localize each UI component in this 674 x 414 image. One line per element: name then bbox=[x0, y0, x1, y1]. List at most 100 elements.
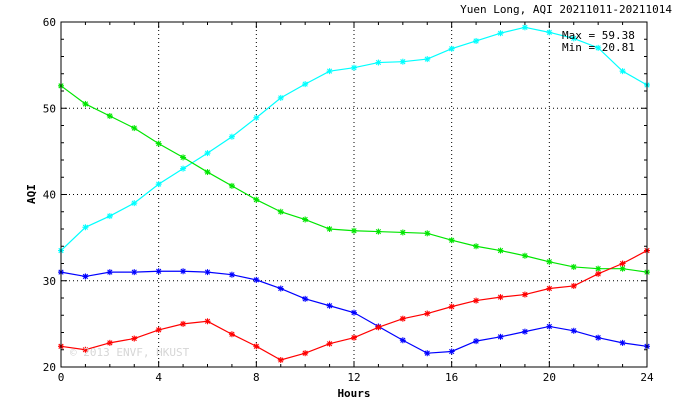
series-1 bbox=[58, 82, 650, 276]
data-point bbox=[180, 268, 187, 275]
data-point bbox=[204, 318, 211, 325]
chart-title: Yuen Long, AQI 20211011-20211014 bbox=[460, 3, 672, 16]
data-point bbox=[570, 35, 577, 42]
watermark-text: © 2013 ENVF, HKUST bbox=[70, 346, 190, 359]
y-tick-label: 40 bbox=[43, 189, 56, 202]
x-tick-label: 0 bbox=[58, 371, 65, 384]
data-point bbox=[570, 282, 577, 289]
data-point bbox=[253, 114, 260, 121]
data-point bbox=[619, 265, 626, 272]
data-point bbox=[180, 320, 187, 327]
y-tick-label: 30 bbox=[43, 275, 56, 288]
data-point bbox=[595, 265, 602, 272]
data-point bbox=[228, 271, 235, 278]
x-tick-label: 20 bbox=[543, 371, 556, 384]
data-point bbox=[595, 270, 602, 277]
data-point bbox=[473, 297, 480, 304]
data-point bbox=[82, 346, 89, 353]
series-2 bbox=[58, 268, 650, 357]
ticks: 0 4 8 12 16 20 24 20 30 40 50 60 bbox=[43, 16, 654, 384]
data-point bbox=[375, 324, 382, 331]
data-point bbox=[204, 269, 211, 276]
grid bbox=[61, 22, 647, 367]
data-point bbox=[131, 125, 138, 132]
data-point bbox=[302, 295, 309, 302]
data-point bbox=[448, 237, 455, 244]
data-point bbox=[375, 228, 382, 235]
data-point bbox=[399, 58, 406, 65]
data-point bbox=[351, 309, 357, 316]
data-point bbox=[106, 339, 113, 346]
data-point bbox=[424, 350, 431, 357]
data-point bbox=[180, 154, 187, 161]
y-tick-label: 50 bbox=[43, 102, 56, 115]
data-point bbox=[546, 29, 553, 36]
data-point bbox=[204, 169, 211, 176]
data-point bbox=[399, 315, 406, 322]
data-point bbox=[448, 348, 455, 355]
data-point bbox=[399, 337, 406, 344]
data-point bbox=[424, 56, 431, 63]
data-point bbox=[424, 230, 431, 237]
data-point bbox=[326, 68, 333, 75]
data-point bbox=[326, 302, 333, 309]
data-point bbox=[521, 291, 528, 298]
data-point bbox=[131, 269, 138, 276]
data-point bbox=[448, 303, 455, 310]
data-point bbox=[155, 326, 162, 333]
data-point bbox=[326, 226, 333, 232]
data-point bbox=[497, 333, 504, 340]
x-tick-label: 24 bbox=[640, 371, 654, 384]
data-point bbox=[473, 37, 480, 44]
data-point bbox=[375, 59, 382, 66]
data-point bbox=[155, 181, 162, 188]
series-3 bbox=[58, 247, 650, 364]
data-point bbox=[326, 340, 333, 347]
data-point bbox=[106, 113, 113, 120]
data-point bbox=[351, 334, 357, 341]
data-point bbox=[277, 208, 284, 215]
data-point bbox=[619, 339, 626, 346]
data-point bbox=[277, 94, 284, 101]
data-point bbox=[180, 165, 187, 172]
data-point bbox=[155, 140, 162, 147]
data-point bbox=[424, 310, 431, 317]
y-axis-title: AQI bbox=[25, 184, 38, 204]
data-point bbox=[473, 338, 480, 345]
x-axis-title: Hours bbox=[337, 387, 370, 400]
x-tick-label: 16 bbox=[445, 371, 458, 384]
data-point bbox=[497, 294, 504, 301]
data-point bbox=[619, 68, 626, 75]
data-point bbox=[277, 285, 284, 292]
data-point bbox=[399, 229, 406, 236]
data-point bbox=[131, 200, 138, 207]
data-point bbox=[82, 273, 89, 280]
data-point bbox=[131, 335, 138, 342]
min-label: Min = 20.81 bbox=[562, 41, 635, 54]
data-point bbox=[619, 260, 626, 267]
data-point bbox=[595, 334, 602, 341]
y-tick-label: 20 bbox=[43, 361, 56, 374]
data-point bbox=[253, 196, 260, 203]
y-tick-label: 60 bbox=[43, 16, 56, 29]
data-point bbox=[82, 224, 89, 231]
max-label: Max = 59.38 bbox=[562, 29, 635, 42]
x-tick-label: 4 bbox=[155, 371, 162, 384]
data-point bbox=[521, 328, 528, 335]
data-point bbox=[473, 243, 480, 250]
data-point bbox=[155, 268, 162, 275]
data-point bbox=[351, 227, 357, 234]
data-point bbox=[351, 64, 357, 71]
data-point bbox=[228, 331, 235, 338]
data-point bbox=[546, 285, 553, 292]
data-point bbox=[82, 100, 89, 107]
data-point bbox=[570, 263, 577, 270]
data-point bbox=[253, 343, 260, 350]
data-point bbox=[228, 182, 235, 189]
data-point bbox=[106, 269, 113, 276]
x-tick-label: 8 bbox=[253, 371, 260, 384]
data-point bbox=[277, 357, 284, 364]
